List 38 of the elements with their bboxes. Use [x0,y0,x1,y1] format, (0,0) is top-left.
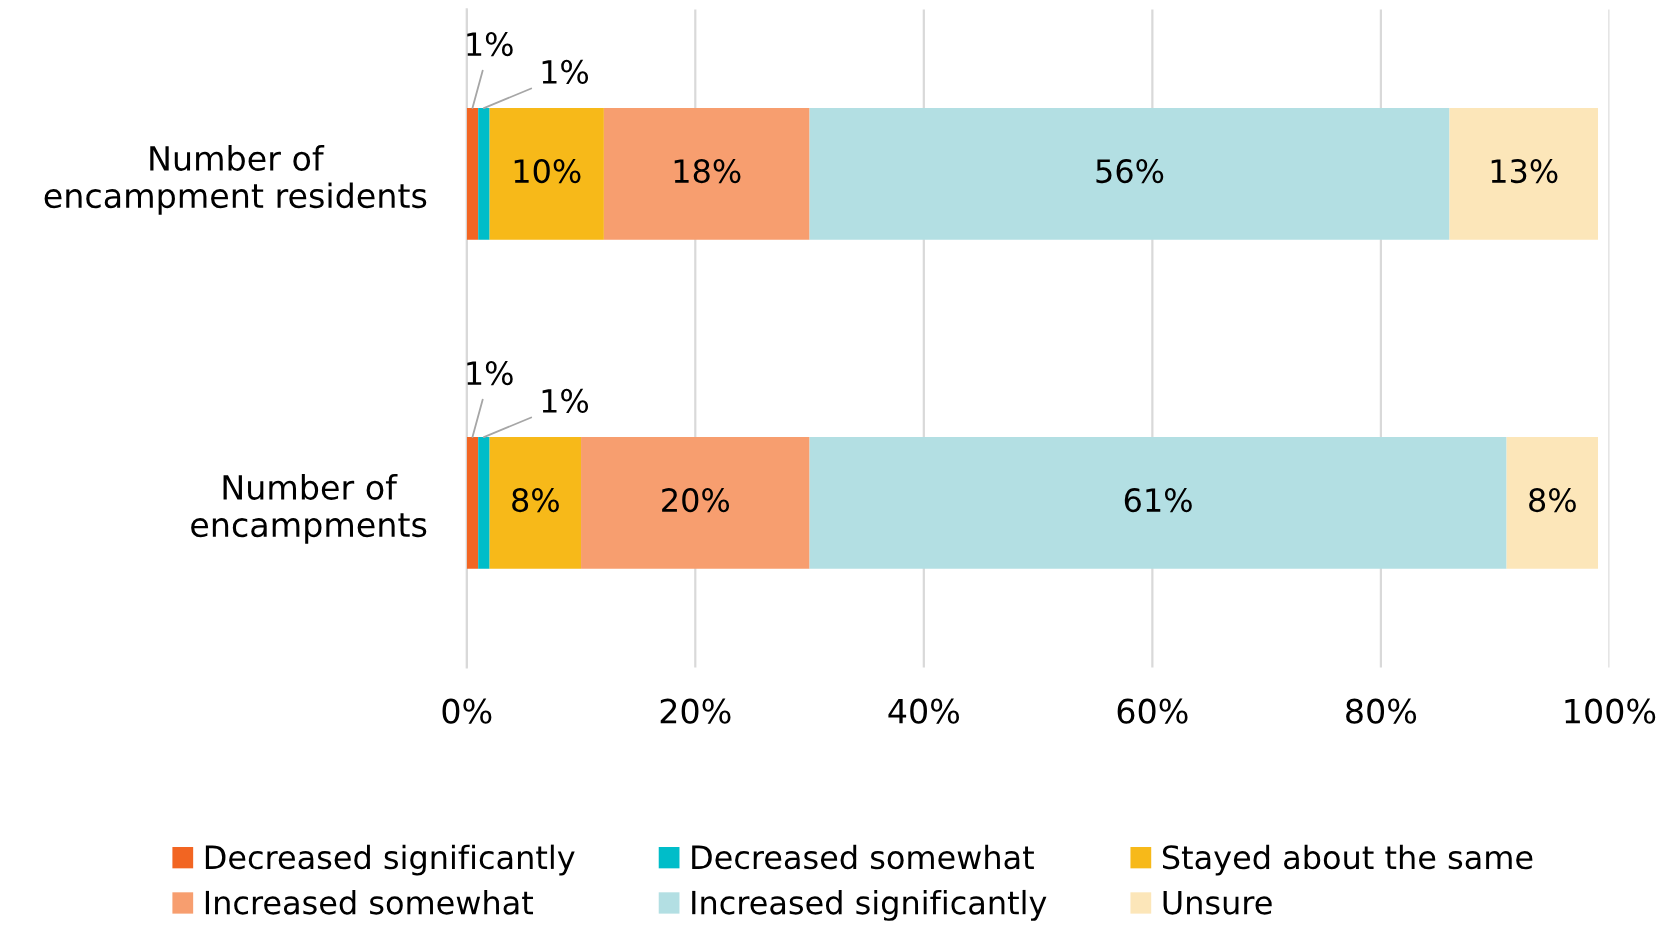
legend-label: Decreased somewhat [692,844,1034,870]
y-tick-label: Number of encampment residents [44,145,427,215]
bar [809,437,1507,569]
bar [478,437,490,569]
x-tick-label: 60% [1117,698,1188,724]
data-label: 8% [512,488,559,513]
bar [478,108,490,240]
data-label: 1% [467,32,513,57]
data-label: 56% [1096,159,1164,184]
x-tick-label: 100% [1565,698,1656,724]
bar [581,437,810,569]
legend-label: Increased somewhat [205,889,534,915]
data-label: 10% [514,159,581,184]
data-label: 61% [1124,488,1192,513]
bar [1506,437,1598,569]
x-tick-label: 80% [1346,698,1417,724]
bar [1449,108,1598,240]
x-tick-label: 20% [660,698,731,724]
bar [466,437,479,569]
data-label: 8% [1529,488,1576,513]
data-label: 1% [467,361,513,386]
legend-label: Decreased significantly [205,844,575,876]
data-label: 20% [662,488,730,513]
bar [603,108,810,240]
y-tick-label: Number of encampments [191,474,427,544]
legend-label: Increased significantly [692,889,1047,921]
data-label: 1% [542,388,589,414]
data-label: 13% [1491,159,1558,184]
data-label: 18% [674,159,741,184]
data-label: 1% [542,59,589,85]
bar [809,108,1450,240]
x-tick-label: 0% [442,698,492,724]
legend-label: Stayed about the same [1162,844,1533,876]
bar [466,108,479,240]
bar [489,108,604,240]
x-tick-label: 40% [888,698,960,724]
bar [489,437,582,569]
legend-label: Unsure [1163,890,1272,915]
